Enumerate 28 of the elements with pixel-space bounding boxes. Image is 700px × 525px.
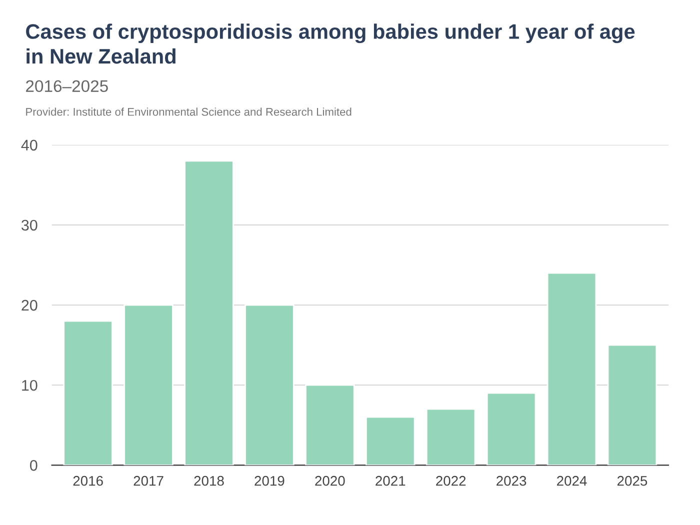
y-tick-label: 20 xyxy=(22,300,38,311)
x-tick-label: 2025 xyxy=(617,476,648,486)
x-tick-label: 2016 xyxy=(73,476,103,486)
bar xyxy=(607,344,658,466)
x-tick-label: 2024 xyxy=(557,476,587,486)
bar xyxy=(366,416,416,466)
bar xyxy=(546,272,597,466)
x-tick-label: 2023 xyxy=(496,476,526,486)
y-tick-label: 40 xyxy=(21,140,38,151)
chart-title: Cases of cryptosporidiosis among babies under 1 year of age in New Zealand xyxy=(26,24,635,64)
x-tick-label: 2018 xyxy=(194,476,224,486)
y-tick-label: 30 xyxy=(22,220,38,231)
bar xyxy=(63,320,113,466)
x-tick-label: 2017 xyxy=(134,476,164,486)
bar xyxy=(184,160,234,466)
y-tick-label: 0 xyxy=(30,460,38,471)
x-tick-label: 2019 xyxy=(254,476,284,486)
bar xyxy=(305,384,355,466)
y-tick-label: 10 xyxy=(22,380,38,391)
x-tick-label: 2022 xyxy=(436,476,466,486)
text: Provider: Institute of Environmental Science and Research Limited xyxy=(26,108,352,116)
bar xyxy=(486,392,536,466)
bar xyxy=(426,408,476,466)
bar xyxy=(124,304,174,466)
bar xyxy=(244,304,294,466)
x-tick-label: 2021 xyxy=(376,476,406,486)
x-tick-label: 2020 xyxy=(315,476,345,486)
chart-subtitle: 2016–2025 xyxy=(26,80,108,92)
